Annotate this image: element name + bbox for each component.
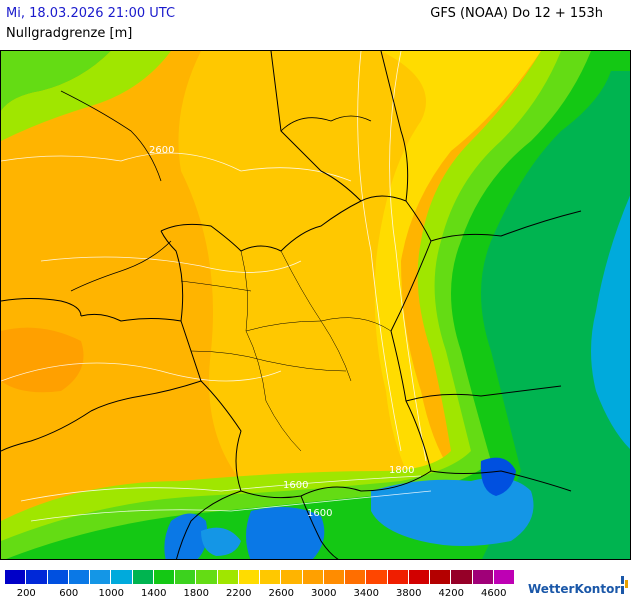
legend-swatch [323,570,345,584]
legend-swatch [493,570,515,584]
legend-tick-label: 2200 [226,588,252,599]
legend-swatch [217,570,239,584]
legend-tick-label: 2600 [268,588,294,599]
legend-tick-label: 600 [59,588,79,599]
field-green-nw [1,51,111,111]
legend-swatch [111,570,133,584]
legend-tick-label: 200 [16,588,36,599]
field-alps-deep-blue [480,457,516,496]
contour-label-1600-a: 1600 [307,508,332,519]
field-yellow [374,51,541,481]
legend-swatch [238,570,260,584]
legend-swatch [153,570,175,584]
legend-swatch [430,570,452,584]
field-yellow-orange [178,51,521,481]
model-run-label: GFS (NOAA) Do 12 + 153h [430,6,603,21]
legend-tick-label: 4600 [481,588,507,599]
legend-tick-label: 4200 [438,588,464,599]
legend-swatch [345,570,367,584]
legend-swatch [132,570,154,584]
legend-swatch [408,570,430,584]
color-legend: 200 600 1000 1400 1800 2200 2600 3000 3400 3800 42… [5,570,515,599]
contour-lines [1,51,432,522]
legend-tick-label: 3000 [311,588,337,599]
legend-swatch [5,570,27,584]
field-dark-green [481,71,630,559]
field-dark-orange [1,327,84,393]
brand-mark-icon [621,576,628,594]
brand-logo-text: WetterKontor [528,582,621,596]
contour-label-2600: 2600 [149,145,174,156]
legend-tick-label: 1800 [183,588,209,599]
field-cyan-east [591,195,630,449]
legend-swatch [302,570,324,584]
field-mid-blue [201,527,241,556]
legend-swatch [472,570,494,584]
field-light-green-nw [1,51,171,141]
legend-bar [5,570,515,584]
legend-swatch [175,570,197,584]
legend-swatch [260,570,282,584]
contour-label-1800: 1800 [389,465,414,476]
field-alps-blue [246,507,325,559]
legend-swatch [281,570,303,584]
legend-tick-label: 3800 [396,588,422,599]
legend-tick-label: 1400 [141,588,167,599]
freezing-level-map: 2600 1800 1600 1600 [0,50,631,560]
regional-borders [180,250,392,452]
legend-tick-label: 3400 [353,588,379,599]
legend-swatch [451,570,473,584]
coastline [60,90,372,292]
legend-swatch [47,570,69,584]
legend-swatch [387,570,409,584]
field-alps-west-blue [164,513,208,559]
field-mid-green [1,51,630,559]
legend-swatch [196,570,218,584]
legend-swatch [90,570,112,584]
legend-swatch [26,570,48,584]
forecast-datetime: Mi, 18.03.2026 21:00 UTC [6,6,176,21]
contour-label-1600-b: 1600 [283,480,308,491]
legend-tick-label: 1000 [98,588,124,599]
legend-swatch [68,570,90,584]
variable-title: Nullgradgrenze [m] [6,26,133,41]
legend-swatch [366,570,388,584]
